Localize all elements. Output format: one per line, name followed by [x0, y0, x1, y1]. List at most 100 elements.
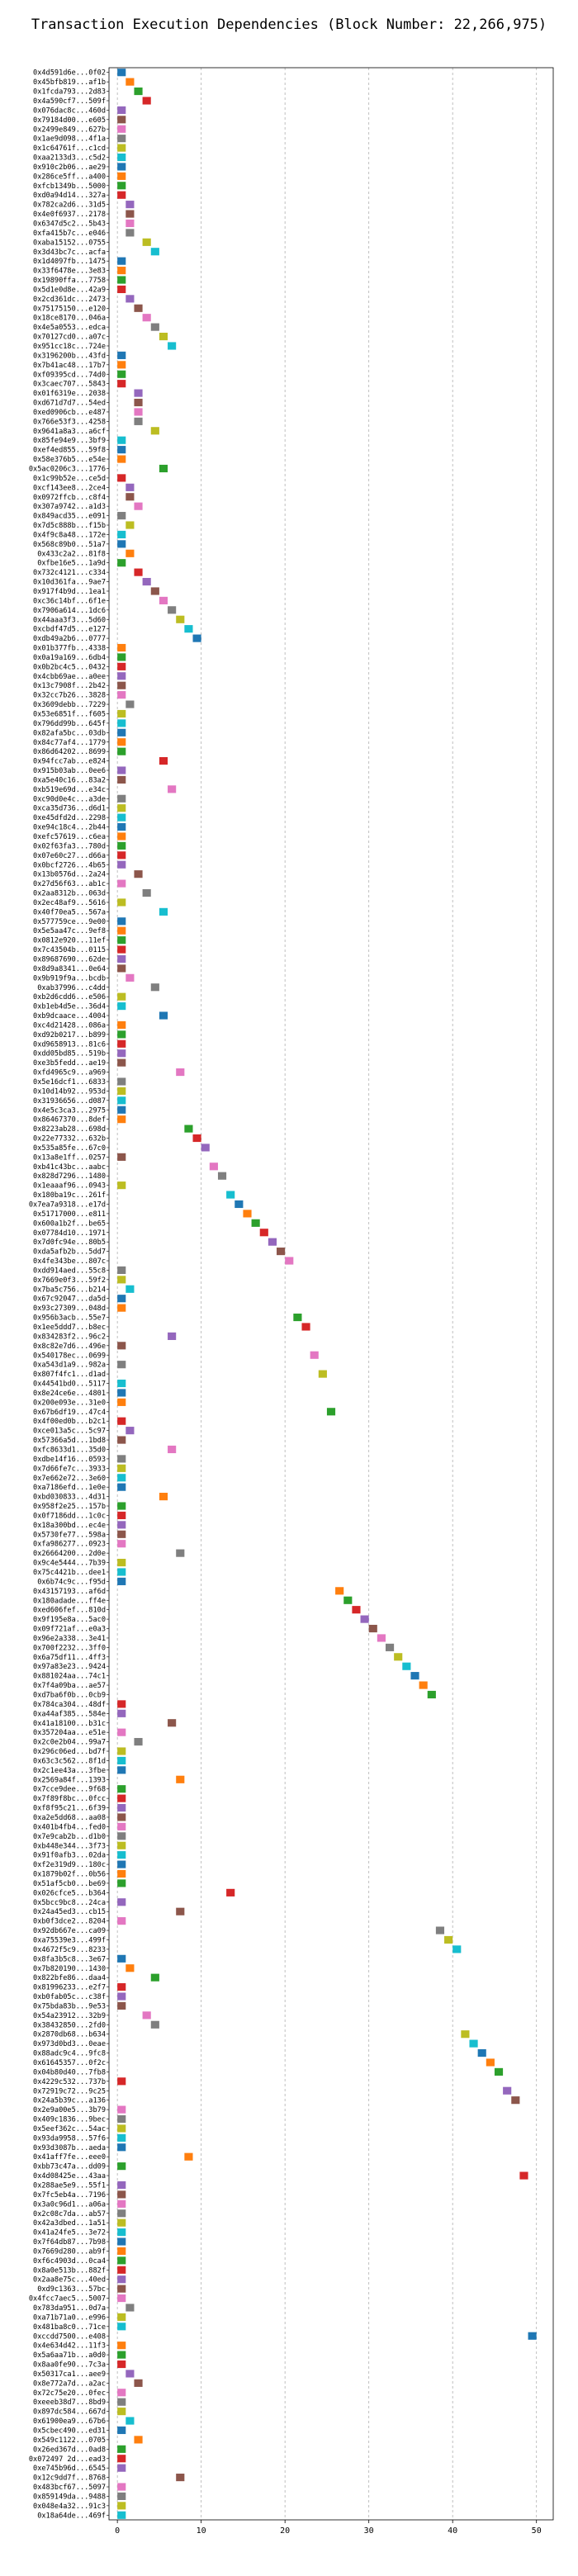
- task-bar: [117, 1436, 126, 1444]
- task-label: 0x2c0e2b04...99a7: [33, 1739, 106, 1747]
- task-label: 0x19890ffa...7758: [33, 277, 106, 285]
- task-bar: [477, 2048, 486, 2057]
- task-label: 0x75175150...e120: [33, 305, 106, 313]
- task-label: 0x41a24fe5...3e72: [33, 2229, 106, 2237]
- task-bar: [117, 153, 126, 162]
- task-bar: [117, 540, 126, 548]
- task-label: 0x076dac8c...460d: [33, 107, 106, 115]
- task-bar: [159, 596, 168, 604]
- task-bar: [117, 446, 126, 454]
- x-tick-label: 20: [280, 2526, 290, 2536]
- task-bar: [117, 455, 126, 463]
- task-bar: [134, 417, 143, 425]
- task-label: 0x2870db68...b634: [33, 2031, 106, 2039]
- task-bar: [117, 1756, 126, 1765]
- task-bar: [117, 1304, 126, 1312]
- task-label: 0x18a64de...469f: [37, 2512, 106, 2520]
- task-bar: [117, 2285, 126, 2293]
- task-label: 0x915b03ab...0ee6: [33, 767, 106, 775]
- task-bar: [117, 1417, 126, 1425]
- task-label: 0x24a45ed3...cb15: [33, 1908, 106, 1916]
- task-bar: [150, 2020, 159, 2029]
- task-label: 0xf8f95c21...6f39: [33, 1805, 106, 1813]
- task-label: 0x53e6851f...f605: [33, 710, 106, 718]
- task-bar: [226, 1191, 235, 1199]
- task-bar: [117, 1992, 126, 2001]
- task-label: 0x13b0576d...2a24: [33, 871, 106, 879]
- task-label: 0xed606fef...810d: [33, 1607, 106, 1615]
- task-label: 0x401b4fb4...fed0: [33, 1823, 106, 1831]
- task-bar: [150, 248, 159, 256]
- task-bar: [461, 2030, 470, 2039]
- task-label: 0xa75539e3...499f: [33, 1936, 106, 1944]
- task-bar: [368, 1624, 377, 1633]
- task-label: 0x93c27309...048d: [33, 1305, 106, 1313]
- task-bar: [126, 493, 135, 501]
- task-label: 0xb448e344...3f73: [33, 1842, 106, 1850]
- task-label: 0x8d9a8341...0e64: [33, 965, 106, 973]
- task-label: 0x481ba8c0...71ce: [33, 2323, 106, 2332]
- task-bar: [117, 1794, 126, 1802]
- task-bar: [168, 785, 177, 793]
- task-bar: [117, 2455, 126, 2463]
- task-label: 0x4f9c8a48...172e: [33, 531, 106, 539]
- task-label: 0xa2e5dd68...aa08: [33, 1814, 106, 1822]
- task-bar: [117, 681, 126, 689]
- task-bar: [117, 1841, 126, 1849]
- task-bar: [117, 512, 126, 520]
- task-bar: [117, 172, 126, 180]
- task-bar: [117, 1474, 126, 1482]
- task-bar: [126, 2417, 135, 2425]
- task-bar: [117, 1389, 126, 1397]
- task-bar: [117, 2237, 126, 2246]
- task-bar: [117, 898, 126, 907]
- task-label: 0x42a3dbed...1a51: [33, 2219, 106, 2228]
- task-bar: [117, 370, 126, 378]
- task-label: 0x7d5c888b...f15b: [33, 522, 106, 530]
- task-bar: [117, 766, 126, 774]
- task-label: 0x67b6df19...47c4: [33, 1409, 106, 1417]
- task-label: 0x2aa8312b...063d: [33, 890, 106, 898]
- task-bar: [117, 1455, 126, 1463]
- task-bar: [117, 2389, 126, 2397]
- task-label: 0x9641a8a3...a6cf: [33, 428, 106, 436]
- task-label: 0x44541bd0...5117: [33, 1380, 106, 1389]
- task-bar: [126, 1427, 135, 1435]
- task-bar: [134, 87, 143, 96]
- task-bar: [117, 1813, 126, 1821]
- task-label: 0xf09395cd...74d0: [33, 371, 106, 379]
- task-bar: [117, 1039, 126, 1048]
- task-label: 0x4672f5c9...8233: [33, 1946, 106, 1954]
- task-label: 0x40f70ea5...567a: [33, 908, 106, 916]
- task-bar: [176, 1549, 185, 1557]
- task-bar: [360, 1615, 369, 1623]
- task-bar: [117, 2143, 126, 2152]
- task-label: 0x93da9958...57f6: [33, 2134, 106, 2143]
- task-bar: [168, 342, 177, 350]
- task-label: 0x7cce9dee...9f68: [33, 1786, 106, 1794]
- task-label: 0x61645357...0f2c: [33, 2059, 106, 2067]
- task-bar: [117, 1077, 126, 1086]
- task-bar: [126, 549, 135, 557]
- task-bar: [117, 992, 126, 1001]
- task-label: 0xfa986277...0923: [33, 1541, 106, 1549]
- task-bar: [142, 97, 151, 105]
- task-bar: [150, 323, 159, 331]
- task-bar: [117, 1869, 126, 1878]
- task-label: 0xb41c43bc...aabc: [33, 1163, 106, 1172]
- task-label: 0x0a19a169...6db4: [33, 654, 106, 662]
- task-bar: [503, 2086, 512, 2095]
- task-bar: [126, 219, 135, 228]
- task-label: 0x10d14b92...953d: [33, 1087, 106, 1096]
- task-label: 0x568c89b0...51a7: [33, 541, 106, 549]
- task-bar: [117, 709, 126, 718]
- task-bar: [117, 1266, 126, 1275]
- task-bar: [343, 1596, 353, 1604]
- task-label: 0x4229c532...737b: [33, 2078, 106, 2086]
- task-label: 0xd9c1363...57bc: [37, 2285, 106, 2294]
- task-bar: [117, 135, 126, 143]
- task-label: 0x4fe343be...807c: [33, 1257, 106, 1266]
- task-bar: [192, 634, 201, 642]
- x-tick-label: 50: [532, 2526, 542, 2536]
- task-label: 0x1879b02f...0b56: [33, 1871, 106, 1879]
